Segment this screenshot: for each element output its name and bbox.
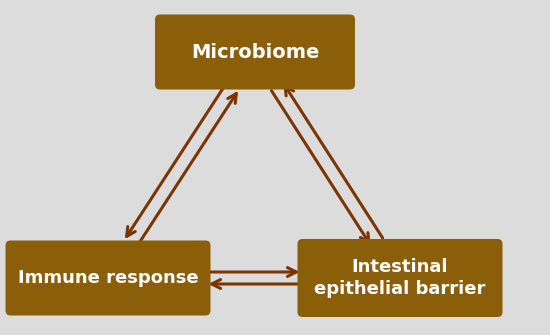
Text: Microbiome: Microbiome — [191, 43, 319, 62]
FancyBboxPatch shape — [155, 14, 355, 89]
FancyBboxPatch shape — [298, 239, 503, 317]
Text: Intestinal
epithelial barrier: Intestinal epithelial barrier — [314, 258, 486, 298]
FancyBboxPatch shape — [6, 241, 211, 316]
Text: Immune response: Immune response — [18, 269, 199, 287]
